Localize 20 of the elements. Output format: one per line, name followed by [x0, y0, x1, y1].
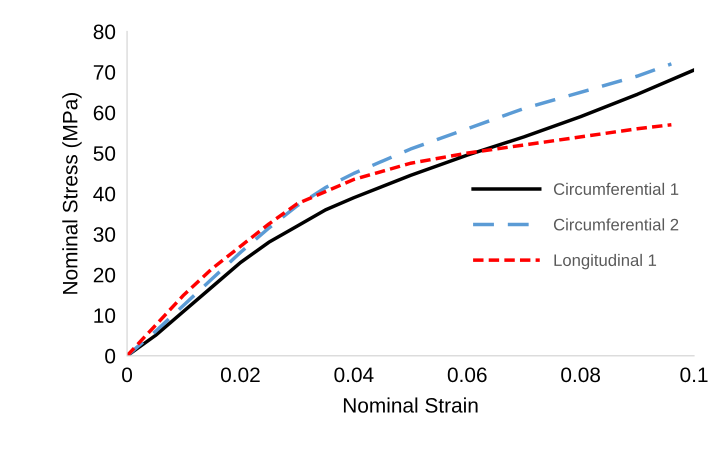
y-tick-label: 60 — [94, 106, 116, 120]
x-tick-label: 0.08 — [561, 367, 600, 382]
y-tick-label: 80 — [94, 24, 116, 40]
x-tick-label: 0.02 — [220, 367, 260, 382]
x-axis-title: Nominal Strain — [344, 397, 478, 413]
y-tick-label: 40 — [93, 186, 116, 202]
y-tick-label: 50 — [94, 146, 116, 161]
legend-label: Longitudinal 1 — [554, 254, 656, 270]
y-tick-label: 30 — [94, 227, 116, 242]
x-tick-label: 0.06 — [448, 367, 487, 382]
y-tick-label: 20 — [94, 268, 116, 282]
y-tick-label: 0 — [105, 348, 116, 364]
y-axis-title: Nominal Stress (MPa) — [62, 93, 82, 294]
x-tick-label: 0.04 — [334, 367, 374, 382]
x-tick-label: 0.1 — [680, 367, 708, 382]
y-tick-label: 10 — [94, 308, 116, 324]
y-tick-label: 70 — [94, 65, 116, 80]
x-tick-label: 0 — [122, 367, 132, 382]
legend-label: Circumferential 1 — [554, 182, 678, 196]
legend-label: Circumferential 2 — [554, 218, 678, 231]
